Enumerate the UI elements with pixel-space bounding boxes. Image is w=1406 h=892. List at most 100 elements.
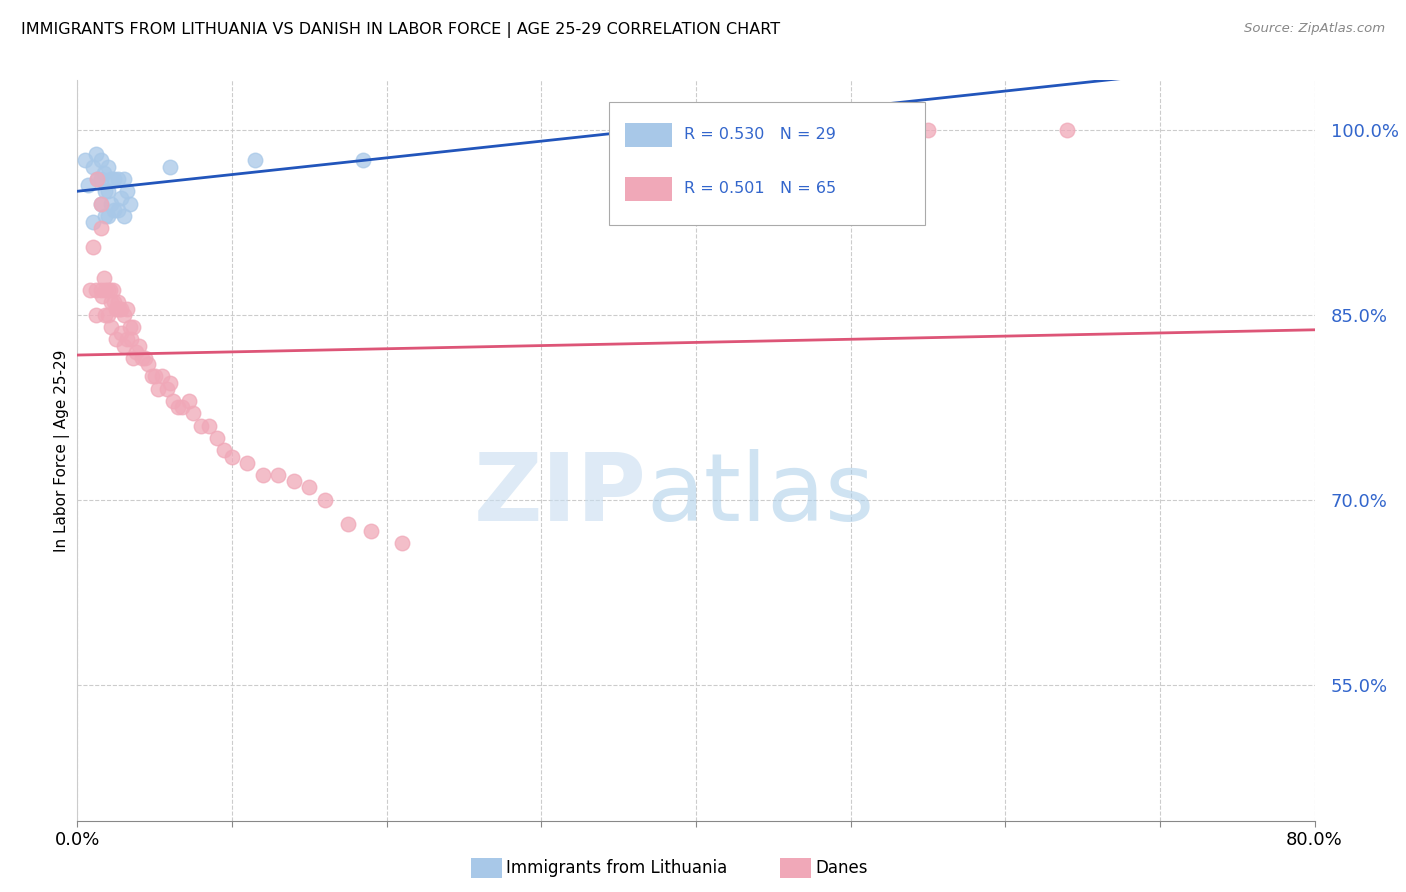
Point [105,301,127,316]
Point [112,209,135,223]
Point [143,369,166,384]
Point [156,382,179,396]
Point [128,338,150,352]
Point [125,344,148,359]
Point [82,160,104,174]
Point [105,332,127,346]
Point [183,407,205,421]
Y-axis label: In Labor Force | Age 25-29: In Labor Force | Age 25-29 [55,350,70,551]
Point [94,308,117,322]
Point [100,320,122,334]
Point [94,283,117,297]
Text: Source: ZipAtlas.com: Source: ZipAtlas.com [1244,22,1385,36]
Point [283,475,305,489]
Point [236,456,259,470]
Point [107,202,129,217]
Point [90,153,111,168]
Point [110,326,132,341]
Point [190,418,212,433]
Point [110,301,132,316]
Bar [626,123,672,147]
Point [108,301,131,316]
Point [93,270,115,285]
Point [82,215,104,229]
Point [112,172,135,186]
Point [77,178,100,193]
Point [98,283,121,297]
Text: Immigrants from Lithuania: Immigrants from Lithuania [506,859,727,877]
Point [84,308,107,322]
Point [100,196,122,211]
Point [84,283,107,297]
Point [134,351,156,365]
Text: R = 0.501   N = 65: R = 0.501 N = 65 [683,181,835,196]
Point [75,153,96,168]
Point [314,492,336,507]
Point [122,320,145,334]
Point [90,196,111,211]
Point [112,338,135,352]
Point [91,289,114,303]
Point [115,332,138,346]
FancyBboxPatch shape [609,103,925,225]
Point [115,185,138,199]
Point [94,185,117,199]
Point [97,209,120,223]
Point [86,172,108,186]
Point [86,172,108,186]
Point [138,357,160,371]
Point [93,166,115,180]
Point [118,320,141,334]
Text: Danes: Danes [815,859,868,877]
Point [298,480,321,494]
Point [90,221,111,235]
Point [131,351,153,365]
Point [172,401,194,415]
Point [245,153,267,168]
Point [1056,122,1078,136]
Point [107,295,129,310]
Point [360,524,382,538]
Point [122,351,145,365]
Point [90,196,111,211]
Point [352,153,374,168]
Point [90,283,111,297]
Point [79,283,101,297]
Point [267,468,290,483]
Point [112,308,135,322]
Point [159,376,181,390]
Text: R = 0.530   N = 29: R = 0.530 N = 29 [683,127,835,142]
Point [162,394,184,409]
Point [103,172,125,186]
Point [221,450,243,464]
Point [84,147,107,161]
Point [177,394,200,409]
Point [97,185,120,199]
Point [214,443,236,458]
Point [110,190,132,204]
Point [159,160,181,174]
Point [391,536,413,550]
Point [121,332,143,346]
Point [82,240,104,254]
Point [205,431,228,445]
Point [107,172,129,186]
Point [115,301,138,316]
Point [198,418,221,433]
Point [97,308,120,322]
Point [337,517,360,532]
Point [97,283,120,297]
Bar [626,178,672,201]
Point [152,369,174,384]
Text: ZIP: ZIP [474,449,647,541]
Point [103,202,125,217]
Point [167,401,190,415]
Point [97,160,120,174]
Point [146,382,169,396]
Point [94,209,117,223]
Text: atlas: atlas [647,449,875,541]
Point [917,122,939,136]
Point [100,172,122,186]
Point [101,283,124,297]
Point [103,295,125,310]
